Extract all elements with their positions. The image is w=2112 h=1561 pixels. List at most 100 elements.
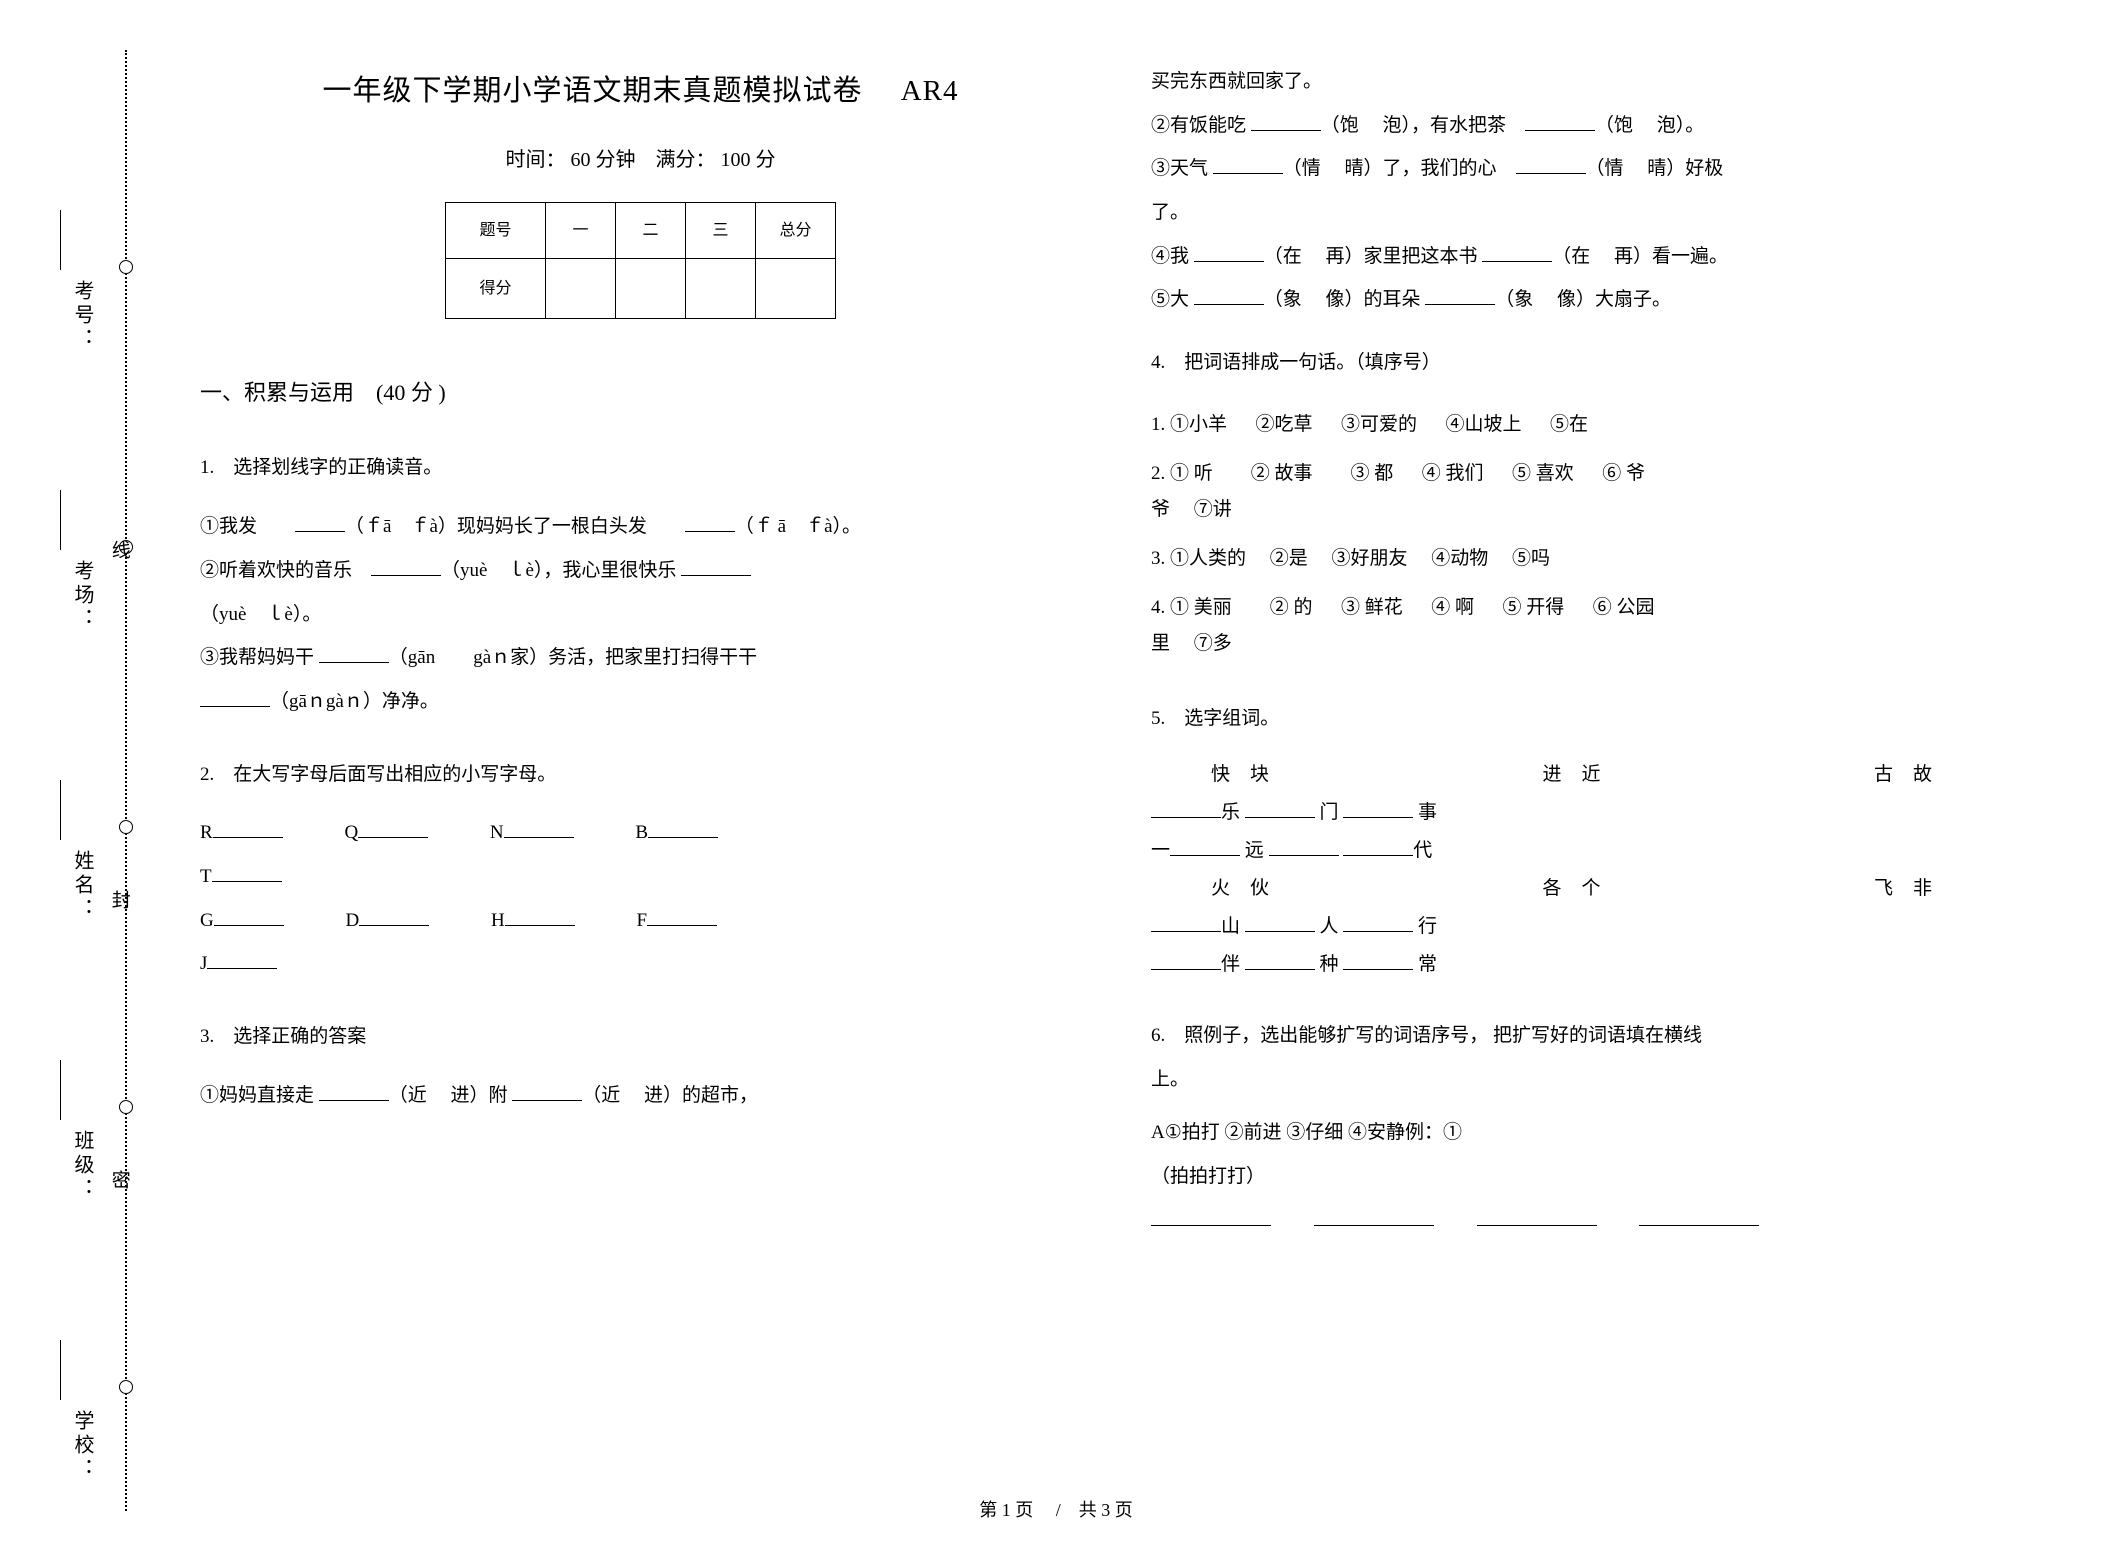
- blank[interactable]: [1639, 1205, 1759, 1226]
- punch-circle: [119, 1100, 133, 1114]
- blank[interactable]: [1194, 241, 1264, 262]
- blank[interactable]: [207, 949, 277, 970]
- question-6: 6. 照例子，选出能够扩写的词语序号， 把扩写好的词语填在横线 上。 A①拍打 …: [1151, 1014, 2032, 1242]
- q5-title: 5. 选字组词。: [1151, 698, 2032, 740]
- text: （yuè ｌè），我心里很快乐: [441, 560, 681, 581]
- th: 题号: [446, 202, 546, 258]
- q5-body: 快块 进近 古故 乐 门 事 一 远 代 火伙 各个 飞非: [1151, 756, 2032, 984]
- q4-title: 4. 把词语排成一句话。（填序号）: [1151, 342, 2032, 384]
- char: 飞: [1874, 878, 1913, 899]
- q5-fill-row: 山 人 行: [1151, 908, 2032, 946]
- blank[interactable]: [1425, 285, 1495, 306]
- blank[interactable]: [685, 511, 735, 532]
- blank[interactable]: [200, 686, 270, 707]
- text: （象 像）的耳朵: [1264, 289, 1426, 310]
- char: 常: [1418, 954, 1437, 975]
- blank[interactable]: [1170, 835, 1240, 856]
- char: 事: [1418, 802, 1437, 823]
- blank[interactable]: [1251, 110, 1321, 131]
- text: 上。: [1151, 1069, 1189, 1090]
- th: 总分: [756, 202, 836, 258]
- blank[interactable]: [1269, 835, 1339, 856]
- char: 古: [1874, 764, 1913, 785]
- text: ⑤大: [1151, 289, 1194, 310]
- text: ①我发: [200, 516, 295, 537]
- blank[interactable]: [1151, 1205, 1271, 1226]
- pair: 飞非: [1874, 870, 1952, 908]
- text: ②听着欢快的音乐: [200, 560, 371, 581]
- td: 得分: [446, 258, 546, 318]
- pair: 进近: [1542, 756, 1620, 794]
- blank[interactable]: [1343, 949, 1413, 970]
- q2-body: R Q N B T G D H F J: [200, 811, 1081, 986]
- question-1: 1. 选择划线字的正确读音。 ①我发 （ｆā ｆà）现妈妈长了一根白头发 （ｆ …: [200, 447, 1081, 723]
- blank[interactable]: [504, 818, 574, 839]
- blank[interactable]: [212, 861, 282, 882]
- blank[interactable]: [319, 1080, 389, 1101]
- th: 三: [686, 202, 756, 258]
- blank[interactable]: [1151, 949, 1221, 970]
- blank[interactable]: [1245, 949, 1315, 970]
- char: 远: [1245, 840, 1264, 861]
- score-table: 题号 一 二 三 总分 得分: [445, 202, 836, 319]
- blank[interactable]: [319, 642, 389, 663]
- blank[interactable]: [1314, 1205, 1434, 1226]
- char: 行: [1418, 916, 1437, 937]
- char: 乐: [1221, 802, 1240, 823]
- text: ③我帮妈妈干: [200, 647, 319, 668]
- seal-char: 封: [98, 890, 140, 915]
- q5-fill-row: 乐 门 事: [1151, 794, 2032, 832]
- char: 山: [1221, 916, 1240, 937]
- text: （yuè ｌè）。: [200, 604, 321, 625]
- section-heading: 一、积累与运用 (40 分 ): [200, 369, 1081, 417]
- blank[interactable]: [358, 818, 428, 839]
- char: 一: [1151, 840, 1170, 861]
- blank[interactable]: [505, 905, 575, 926]
- text: （ｆ ā ｆà）。: [735, 516, 861, 537]
- exam-title: 一年级下学期小学语文期末真题模拟试卷 AR4: [200, 60, 1081, 124]
- blank[interactable]: [295, 511, 345, 532]
- binding-field-line: [60, 1060, 61, 1120]
- blank[interactable]: [371, 555, 441, 576]
- blank[interactable]: [1194, 285, 1264, 306]
- blank[interactable]: [1343, 835, 1413, 856]
- blank[interactable]: [1477, 1205, 1597, 1226]
- text: （情 晴）了，我们的心: [1283, 158, 1516, 179]
- char: 种: [1320, 954, 1339, 975]
- blank[interactable]: [512, 1080, 582, 1101]
- blank[interactable]: [648, 818, 718, 839]
- blank[interactable]: [213, 818, 283, 839]
- blank[interactable]: [1516, 153, 1586, 174]
- blank[interactable]: [1245, 911, 1315, 932]
- q2-title: 2. 在大写字母后面写出相应的小写字母。: [200, 754, 1081, 796]
- question-2: 2. 在大写字母后面写出相应的小写字母。 R Q N B T G D H F J: [200, 754, 1081, 987]
- blank[interactable]: [1343, 911, 1413, 932]
- blank[interactable]: [1151, 911, 1221, 932]
- blank[interactable]: [1151, 797, 1221, 818]
- question-5: 5. 选字组词。 快块 进近 古故 乐 门 事 一 远 代: [1151, 698, 2032, 984]
- blank[interactable]: [1213, 153, 1283, 174]
- table-row: 题号 一 二 三 总分: [446, 202, 836, 258]
- letter: T: [200, 866, 212, 887]
- blank[interactable]: [359, 905, 429, 926]
- char: 近: [1582, 764, 1621, 785]
- text: ②有饭能吃: [1151, 115, 1251, 136]
- exam-subtitle: 时间： 60 分钟 满分： 100 分: [200, 138, 1081, 182]
- question-3: 3. 选择正确的答案 ①妈妈直接走 （近 进）附 （近 进）的超市，: [200, 1016, 1081, 1117]
- blank[interactable]: [1343, 797, 1413, 818]
- letter: R: [200, 822, 213, 843]
- char: 伙: [1250, 878, 1289, 899]
- binding-label-number: 考号：: [60, 280, 104, 352]
- blank[interactable]: [214, 905, 284, 926]
- blank[interactable]: [1245, 797, 1315, 818]
- char: 快: [1211, 764, 1250, 785]
- td: [756, 258, 836, 318]
- blank[interactable]: [681, 555, 751, 576]
- question-4: 4. 把词语排成一句话。（填序号） 1. ①小羊 ②吃草 ③可爱的 ④山坡上 ⑤…: [1151, 342, 2032, 668]
- blank[interactable]: [1482, 241, 1552, 262]
- text: 6. 照例子，选出能够扩写的词语序号， 把扩写好的词语填在横线: [1151, 1025, 1702, 1046]
- blank[interactable]: [647, 905, 717, 926]
- binding-field-line: [60, 780, 61, 840]
- blank[interactable]: [1525, 110, 1595, 131]
- char: 块: [1250, 764, 1289, 785]
